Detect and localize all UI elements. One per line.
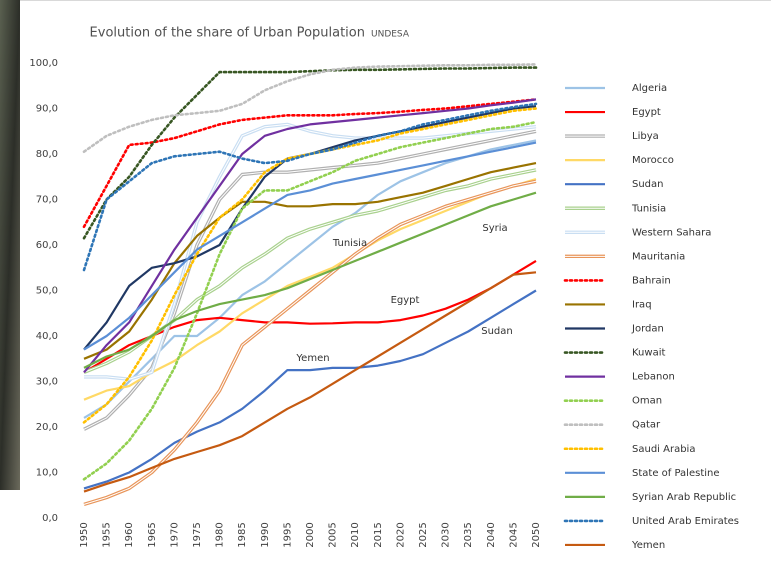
legend-label: Iraq (632, 299, 652, 310)
x-tick-label: 1995 (282, 522, 293, 547)
y-tick-label: 50,0 (36, 286, 58, 297)
y-tick-label: 10,0 (36, 468, 58, 479)
x-tick-label: 2015 (373, 522, 384, 547)
legend-label: Lebanon (632, 372, 675, 383)
x-tick-label: 2025 (418, 522, 429, 547)
x-tick-label: 1990 (260, 522, 271, 547)
y-tick-label: 0,0 (42, 513, 58, 524)
chart-title: Evolution of the share of Urban Populati… (90, 26, 365, 41)
y-tick-label: 80,0 (36, 149, 58, 160)
legend-label: Mauritania (632, 251, 685, 262)
series-line-inner (84, 123, 537, 380)
legend-label: Jordan (631, 324, 664, 335)
series-line (82, 120, 538, 481)
y-tick-label: 60,0 (36, 240, 58, 251)
x-tick-label: 2020 (395, 522, 406, 547)
x-tick-label: 1985 (237, 522, 248, 547)
legend-label: Libya (632, 131, 659, 142)
legend-label: Kuwait (632, 348, 665, 359)
x-tick-label: 1980 (215, 522, 226, 547)
x-tick-label: 2040 (486, 522, 497, 547)
annotation: Tunisia (332, 238, 367, 249)
series-line (83, 177, 537, 401)
legend-label: Bahrain (632, 275, 671, 286)
series-line (83, 271, 537, 493)
x-tick-label: 1955 (102, 522, 113, 547)
series-line (82, 66, 538, 240)
legend-label: Algeria (632, 83, 667, 94)
y-tick-label: 100,0 (29, 58, 58, 69)
annotation: Egypt (391, 295, 420, 306)
y-tick-label: 90,0 (36, 104, 58, 115)
y-tick-label: 30,0 (36, 377, 58, 388)
legend-label: Western Sahara (632, 227, 711, 238)
legend-label: State of Palestine (632, 468, 720, 479)
x-tick-label: 2000 (305, 522, 316, 547)
y-tick-label: 40,0 (36, 331, 58, 342)
x-tick-label: 2050 (531, 522, 542, 547)
annotation: Yemen (295, 353, 329, 364)
chart-subtitle: UNDESA (371, 30, 410, 40)
legend-label: Syrian Arab Republic (632, 492, 736, 503)
series-line (83, 259, 537, 374)
legend-label: Morocco (632, 155, 674, 166)
x-tick-label: 1965 (147, 522, 158, 547)
y-tick-label: 70,0 (36, 195, 58, 206)
series-line (83, 98, 537, 374)
legend-label: Oman (632, 396, 662, 407)
series-line (82, 98, 538, 229)
annotation: Sudan (481, 326, 513, 337)
legend-label: Qatar (632, 420, 661, 431)
x-tick-label: 1960 (124, 522, 135, 547)
annotation: Syria (482, 223, 507, 234)
x-tick-label: 1970 (169, 522, 180, 547)
photo-strip (0, 0, 20, 490)
legend-label: Yemen (631, 540, 665, 551)
series-line (83, 191, 537, 369)
x-tick-label: 2045 (508, 522, 519, 547)
legend-label: United Arab Emirates (632, 516, 739, 527)
x-tick-label: 2005 (328, 522, 339, 547)
legend-label: Egypt (632, 107, 661, 118)
legend-label: Tunisia (631, 203, 666, 214)
x-tick-label: 1950 (79, 522, 90, 547)
series-line (83, 289, 537, 490)
series-line (82, 63, 538, 153)
x-tick-label: 2030 (441, 522, 452, 547)
series-line (83, 141, 537, 351)
x-tick-label: 2035 (463, 522, 474, 547)
series-line (82, 102, 538, 272)
legend-label: Saudi Arabia (632, 444, 695, 455)
y-tick-label: 20,0 (36, 422, 58, 433)
legend-label: Sudan (632, 179, 664, 190)
x-tick-label: 1975 (192, 522, 203, 547)
x-tick-label: 2010 (350, 522, 361, 547)
